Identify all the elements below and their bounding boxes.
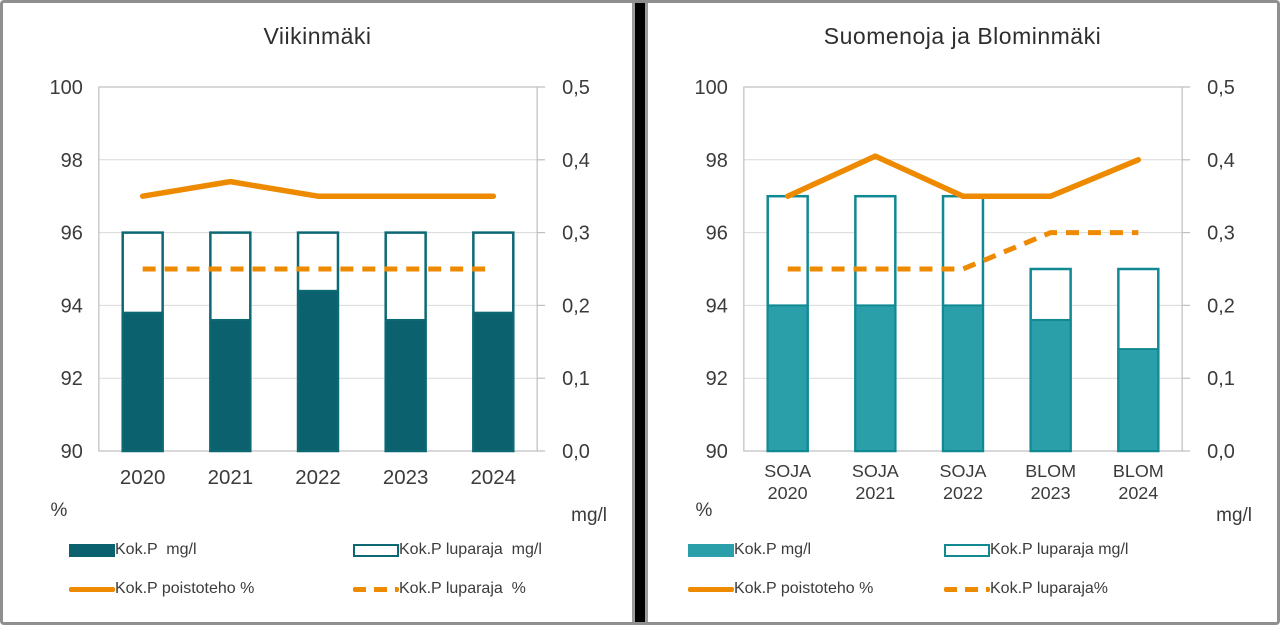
y-axis-right-tick-label: 0,5: [562, 77, 590, 99]
legend-item-line-dashed: Kok.P luparaja %: [353, 580, 542, 598]
bar-swatch: [688, 543, 734, 557]
y-axis-right-tick-label: 0,1: [1207, 368, 1235, 390]
bar-value: [942, 304, 984, 452]
bar-value: [121, 311, 164, 452]
legend-item-bar: Kok.P mg/l: [69, 541, 353, 559]
chart-title: Suomenoja ja Blominmäki: [823, 23, 1102, 49]
x-tick-label: 2021: [208, 466, 254, 489]
x-tick-label: 2022: [943, 483, 983, 503]
line-swatch: [69, 586, 115, 592]
x-tick-label: 2020: [120, 466, 166, 489]
y-axis-right-tick-label: 0,3: [562, 223, 590, 245]
y-axis-right-tick-label: 0,4: [562, 150, 590, 172]
x-tick-label: SOJA: [852, 461, 899, 481]
bar-outline-swatch: [353, 543, 399, 557]
y-axis-left-tick-label: 92: [706, 368, 728, 390]
legend-item-bar-outline: Kok.P luparaja mg/l: [944, 541, 1128, 559]
chart-legend: Kok.P mg/l Kok.P luparaja mg/l Kok.P poist…: [688, 541, 1128, 598]
x-tick-label: 2020: [768, 483, 808, 503]
bar-value: [854, 304, 897, 452]
x-tick-label: BLOM: [1113, 461, 1164, 481]
legend-label: Kok.P luparaja%: [990, 580, 1108, 597]
bar-value: [472, 311, 515, 452]
legend-item-line: Kok.P poistoteho %: [688, 580, 944, 598]
legend-label: Kok.P luparaja mg/l: [990, 541, 1129, 558]
legend-label: Kok.P luparaja mg/l: [399, 541, 542, 558]
chart-title: Viikinmäki: [263, 23, 372, 49]
y-axis-right-tick-label: 0,2: [1207, 295, 1235, 317]
x-tick-label: 2023: [1031, 483, 1071, 503]
bar-swatch: [69, 543, 115, 557]
chart-plot: 100 98 96 94 92 90 0,5 0,4 0,3 0,2 0,1 0,0 2020 2021 2…: [50, 77, 607, 526]
line-swatch: [688, 586, 734, 592]
panel-suomenoja-blominmaki: Suomenoja ja Blominmäki 100 98 96 94 92 90 0,5…: [648, 3, 1277, 622]
y-axis-left-tick-label: 98: [61, 150, 83, 172]
x-tick-label: SOJA: [764, 461, 811, 481]
x-tick-label: 2022: [295, 466, 341, 489]
x-tick-label: 2024: [471, 466, 517, 489]
y-axis-left-tick-label: 100: [50, 77, 83, 99]
x-tick-label: 2021: [855, 483, 895, 503]
chart-legend: Kok.P mg/l Kok.P luparaja mg/l Kok.P poist…: [69, 541, 542, 598]
right-axis-unit-label: mg/l: [1216, 505, 1252, 526]
legend-item-line-dashed: Kok.P luparaja%: [944, 580, 1128, 598]
bar-value: [766, 304, 809, 452]
legend-item-line: Kok.P poistoteho %: [69, 580, 353, 598]
y-axis-right-tick-label: 0,4: [1207, 150, 1235, 172]
panel-viikinmaki: Viikinmäki 100 98 96 94 92 90 0,5 0,4 0,3 0,2 0,1 0…: [3, 3, 632, 622]
legend-label: Kok.P poistoteho %: [734, 580, 874, 597]
y-axis-right-tick-label: 0,0: [562, 441, 590, 463]
bar-value: [384, 318, 427, 452]
y-axis-left-tick-label: 100: [695, 77, 728, 99]
x-tick-label: BLOM: [1025, 461, 1076, 481]
x-tick-label: 2024: [1118, 483, 1158, 503]
y-axis-left-tick-label: 96: [61, 223, 83, 245]
y-axis-left-tick-label: 92: [61, 368, 83, 390]
y-axis-right-tick-label: 0,0: [1207, 441, 1235, 463]
y-axis-right-tick-label: 0,3: [1207, 223, 1235, 245]
y-axis-left-tick-label: 98: [706, 150, 728, 172]
y-axis-right-tick-label: 0,2: [562, 295, 590, 317]
left-axis-unit-label: %: [50, 500, 67, 521]
legend-item-bar-outline: Kok.P luparaja mg/l: [353, 541, 542, 559]
line-removal-efficiency: [139, 178, 497, 199]
line-dashed-swatch: [353, 586, 399, 592]
left-axis-unit-label: %: [695, 500, 712, 521]
right-axis-unit-label: mg/l: [571, 505, 607, 526]
bar-value: [209, 318, 252, 452]
panel-divider: [632, 3, 648, 622]
legend-label: Kok.P luparaja %: [399, 580, 526, 597]
y-axis-left-tick-label: 94: [61, 295, 83, 317]
legend-label: Kok.P mg/l: [115, 541, 197, 558]
y-axis-left-tick-label: 96: [706, 223, 728, 245]
legend-label: Kok.P poistoteho %: [115, 580, 255, 597]
bar-value: [1029, 318, 1072, 452]
bar-value: [297, 289, 339, 452]
y-axis-right-tick-label: 0,1: [562, 368, 590, 390]
y-axis-left-tick-label: 90: [61, 441, 83, 463]
line-removal-efficiency: [784, 153, 1142, 199]
legend-label: Kok.P mg/l: [734, 541, 812, 558]
y-axis-right-tick-label: 0,5: [1207, 77, 1235, 99]
x-tick-label: 2023: [383, 466, 429, 489]
legend-item-bar: Kok.P mg/l: [688, 541, 944, 559]
y-axis-left-tick-label: 90: [706, 441, 728, 463]
y-axis-left-tick-label: 94: [706, 295, 728, 317]
x-tick-label: SOJA: [940, 461, 987, 481]
bar-value: [1117, 348, 1160, 452]
bar-outline-swatch: [944, 543, 990, 557]
line-dashed-swatch: [944, 586, 990, 592]
chart-plot: 10098969492900,50,40,30,20,10,0SOJA2020S…: [695, 77, 1252, 526]
